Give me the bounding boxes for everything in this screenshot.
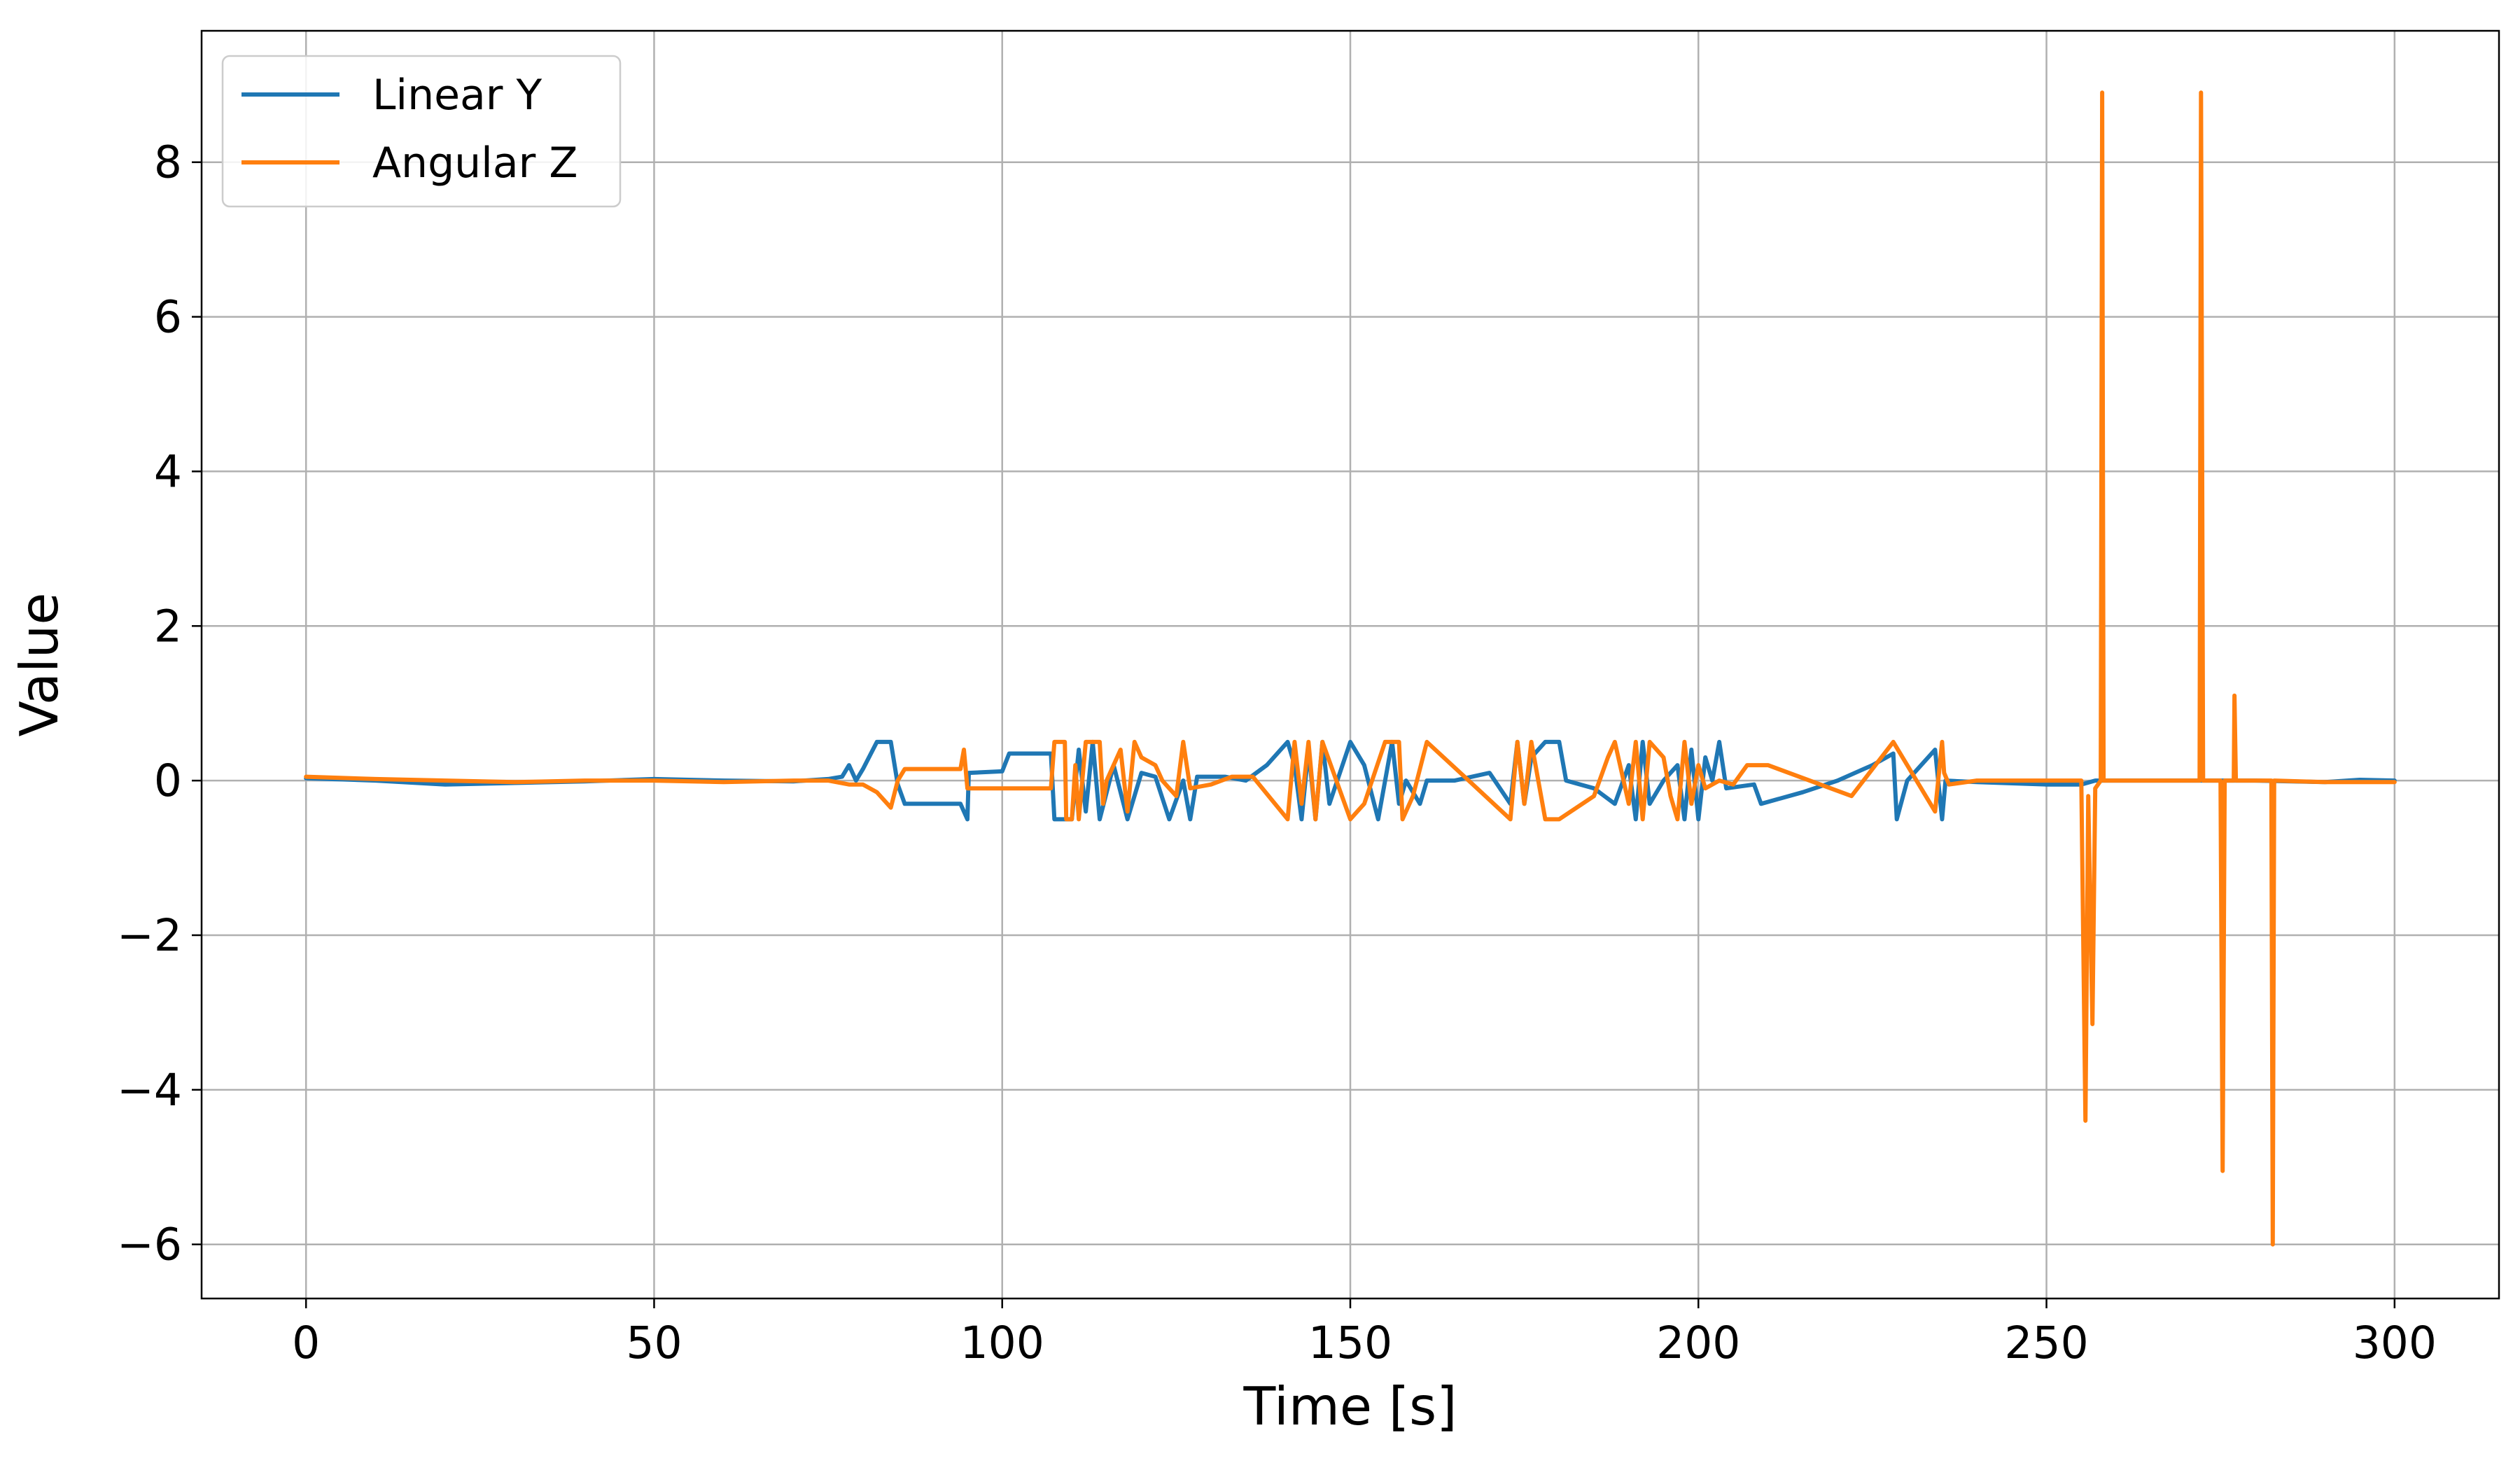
x-tick-label: 200 (1656, 1317, 1740, 1368)
y-tick-label: 6 (154, 292, 182, 343)
y-tick-label: 0 (154, 755, 182, 806)
x-tick-label: 150 (1308, 1317, 1392, 1368)
x-tick-label: 300 (2353, 1317, 2437, 1368)
x-tick-label: 250 (2004, 1317, 2088, 1368)
series-line-linear-y (304, 739, 2397, 822)
y-tick-label: −2 (117, 910, 182, 961)
y-tick-label: −4 (117, 1065, 182, 1116)
y-tick-label: −6 (117, 1219, 182, 1270)
x-axis-label: Time [s] (1243, 1376, 1457, 1437)
x-tick-label: 100 (960, 1317, 1044, 1368)
y-tick-label: 2 (154, 601, 182, 652)
y-axis-label: Value (8, 593, 70, 737)
legend-label-angular-z: Angular Z (372, 139, 578, 188)
y-tick-label: 8 (154, 137, 182, 188)
x-tick-label: 50 (626, 1317, 682, 1368)
series-line-angular-z (304, 90, 2397, 1247)
legend: Linear Y Angular Z (221, 55, 622, 208)
axis-ticks: 0 50 100 150 200 250 300 −6 −4 −2 0 2 4 6 8 (117, 137, 2437, 1368)
series-lines (304, 90, 2397, 1247)
legend-label-linear-y: Linear Y (372, 71, 542, 120)
y-tick-label: 4 (154, 446, 182, 497)
x-tick-label: 0 (292, 1317, 320, 1368)
